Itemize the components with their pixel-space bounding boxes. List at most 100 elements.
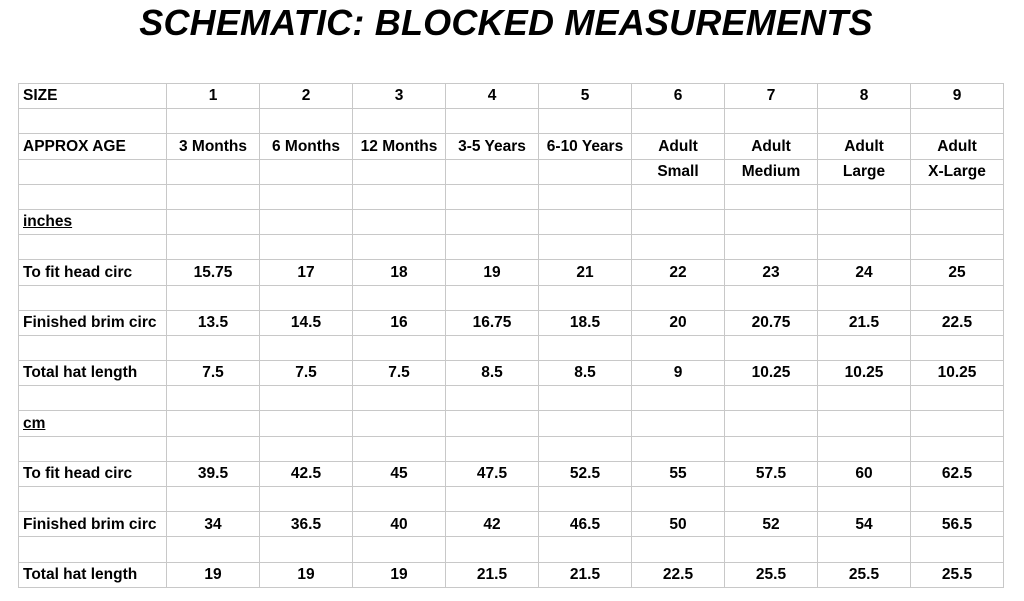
spacer-row — [18, 183, 1004, 210]
empty-cell — [631, 334, 725, 362]
measurement-value: 52.5 — [538, 460, 632, 488]
size-header-cell: 1 — [166, 82, 260, 110]
age-label: APPROX AGE — [18, 133, 167, 160]
empty-cell — [166, 183, 260, 210]
measurement-value: 19 — [445, 259, 539, 286]
empty-cell — [631, 183, 725, 210]
empty-cell — [817, 334, 911, 362]
measurement-label: To fit head circ — [18, 460, 167, 488]
empty-cell — [259, 183, 353, 210]
empty-cell — [352, 334, 446, 362]
measurement-value: 9 — [631, 360, 725, 387]
measurement-label: To fit head circ — [18, 259, 167, 286]
empty-cell — [166, 208, 260, 236]
measurement-value: 20.75 — [724, 309, 818, 336]
measurement-value: 56.5 — [910, 511, 1004, 538]
measurement-value: 54 — [817, 511, 911, 538]
empty-cell — [724, 108, 818, 135]
empty-cell — [166, 234, 260, 261]
age-cell: 3-5 Years — [445, 133, 539, 160]
empty-cell — [631, 485, 725, 513]
measurements-table: SIZE 1 2 3 4 5 6 7 8 9 APPROX AGE 3 Months 6 Months 1… — [18, 82, 1004, 588]
measurement-value: 50 — [631, 511, 725, 538]
empty-cell — [352, 385, 446, 412]
empty-cell — [18, 485, 167, 513]
empty-cell — [166, 108, 260, 135]
measurement-value: 60 — [817, 460, 911, 488]
empty-cell — [259, 234, 353, 261]
empty-cell — [445, 208, 539, 236]
empty-cell — [445, 284, 539, 311]
empty-cell — [817, 234, 911, 261]
measurement-value: 16.75 — [445, 309, 539, 336]
empty-cell — [352, 536, 446, 563]
empty-cell — [631, 435, 725, 462]
measurement-value: 22.5 — [910, 309, 1004, 336]
age-cell — [352, 158, 446, 185]
empty-cell — [166, 435, 260, 462]
measurement-value: 39.5 — [166, 460, 260, 488]
unit-text: inches — [23, 213, 73, 231]
measurement-value: 21.5 — [445, 561, 539, 588]
age-cell: 6 Months — [259, 133, 353, 160]
age-cell — [259, 158, 353, 185]
measurement-value: 42 — [445, 511, 539, 538]
empty-cell — [352, 435, 446, 462]
empty-cell — [538, 334, 632, 362]
measurement-value: 15.75 — [166, 259, 260, 286]
empty-cell — [18, 183, 167, 210]
spacer-row — [18, 536, 1004, 563]
empty-cell — [724, 385, 818, 412]
empty-cell — [631, 208, 725, 236]
measurement-label: Total hat length — [18, 360, 167, 387]
measurement-value: 25 — [910, 259, 1004, 286]
empty-cell — [445, 183, 539, 210]
empty-cell — [166, 485, 260, 513]
page-title: SCHEMATIC: BLOCKED MEASUREMENTS — [139, 2, 873, 43]
empty-cell — [817, 485, 911, 513]
empty-cell — [445, 108, 539, 135]
measurement-value: 40 — [352, 511, 446, 538]
empty-cell — [817, 208, 911, 236]
measurement-value: 25.5 — [817, 561, 911, 588]
empty-cell — [259, 208, 353, 236]
unit-text: cm — [23, 414, 46, 432]
empty-cell — [910, 410, 1004, 437]
measurement-value: 18 — [352, 259, 446, 286]
empty-cell — [18, 334, 167, 362]
empty-cell — [18, 158, 167, 185]
age-cell: 6-10 Years — [538, 133, 632, 160]
unit-label: cm — [18, 410, 167, 437]
empty-cell — [18, 108, 167, 135]
empty-cell — [259, 485, 353, 513]
measurement-value: 55 — [631, 460, 725, 488]
empty-cell — [910, 208, 1004, 236]
measurement-value: 47.5 — [445, 460, 539, 488]
empty-cell — [259, 284, 353, 311]
age-cell — [538, 158, 632, 185]
size-row: SIZE 1 2 3 4 5 6 7 8 9 — [18, 82, 1004, 110]
empty-cell — [259, 385, 353, 412]
empty-cell — [910, 108, 1004, 135]
measurement-value: 21.5 — [817, 309, 911, 336]
measurement-value: 34 — [166, 511, 260, 538]
age-cell: 3 Months — [166, 133, 260, 160]
empty-cell — [259, 536, 353, 563]
measurement-value: 57.5 — [724, 460, 818, 488]
measurement-value: 45 — [352, 460, 446, 488]
empty-cell — [631, 536, 725, 563]
empty-cell — [352, 108, 446, 135]
age-cell — [166, 158, 260, 185]
spacer-row — [18, 284, 1004, 311]
empty-cell — [910, 234, 1004, 261]
measurement-value: 10.25 — [817, 360, 911, 387]
spacer-row — [18, 485, 1004, 513]
empty-cell — [18, 385, 167, 412]
size-header-cell: 3 — [352, 82, 446, 110]
measurement-value: 46.5 — [538, 511, 632, 538]
empty-cell — [352, 234, 446, 261]
empty-cell — [18, 536, 167, 563]
measurement-value: 22 — [631, 259, 725, 286]
measurement-label: Finished brim circ — [18, 511, 167, 538]
measurement-value: 8.5 — [445, 360, 539, 387]
